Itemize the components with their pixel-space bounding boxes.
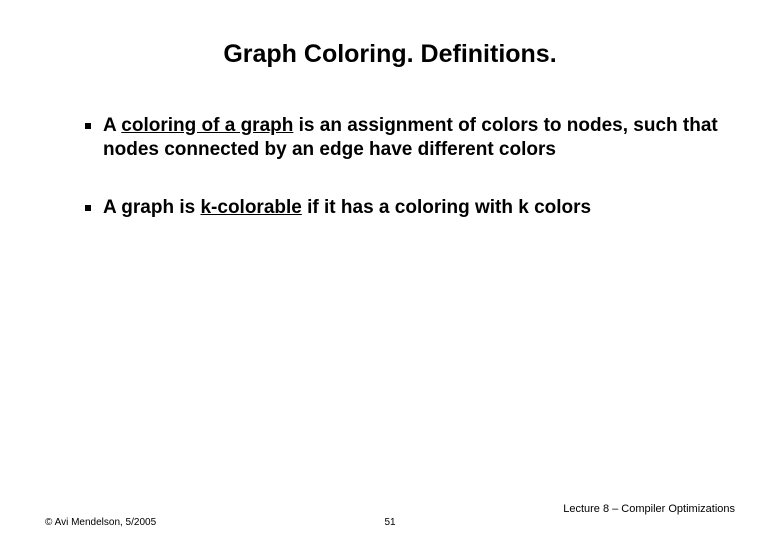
- bullet-text-underlined: k-colorable: [200, 197, 301, 218]
- bullet-text-prefix: A graph is: [103, 197, 200, 218]
- slide-title: Graph Coloring. Definitions.: [55, 40, 725, 69]
- bullet-item: A coloring of a graph is an assignment o…: [85, 114, 725, 162]
- bullet-list: A coloring of a graph is an assignment o…: [55, 114, 725, 219]
- footer-lecture-label: Lecture 8 – Compiler Optimizations: [563, 503, 735, 515]
- footer-copyright: © Avi Mendelson, 5/2005: [45, 517, 156, 528]
- slide: Graph Coloring. Definitions. A coloring …: [0, 0, 780, 540]
- bullet-item: A graph is k-colorable if it has a color…: [85, 196, 725, 220]
- bullet-text-underlined: coloring of a graph: [121, 115, 293, 136]
- footer-page-number: 51: [384, 517, 395, 528]
- bullet-text-prefix: A: [103, 115, 121, 136]
- bullet-text-suffix: if it has a coloring with k colors: [302, 197, 591, 218]
